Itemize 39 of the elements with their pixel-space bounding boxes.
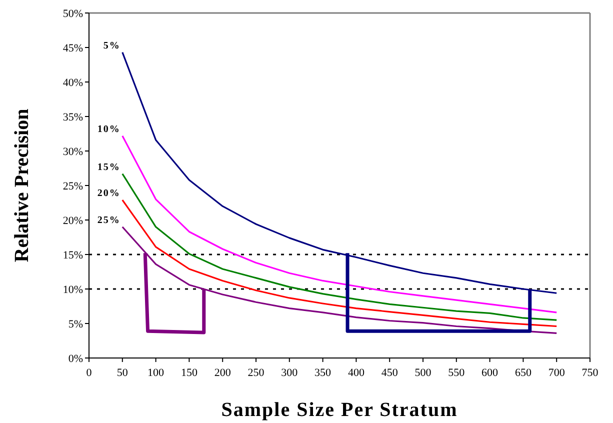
series-label: 15% [97, 162, 120, 173]
x-tick-label: 350 [314, 367, 332, 379]
x-tick-label: 0 [86, 367, 92, 379]
x-tick-label: 300 [281, 367, 298, 379]
x-tick-label: 550 [448, 367, 466, 379]
y-tick-label: 30% [62, 146, 83, 158]
line-series [122, 52, 558, 294]
x-tick-label: 200 [214, 367, 232, 379]
series-label: 25% [97, 214, 120, 226]
y-tick-label: 20% [62, 215, 83, 227]
x-tick-label: 450 [381, 367, 398, 379]
line-series [122, 226, 558, 334]
line-series [122, 135, 558, 314]
y-tick-label: 0% [68, 353, 83, 365]
y-tick-label: 5% [68, 318, 83, 330]
y-tick-label: 10% [62, 284, 83, 296]
series-label: 5% [103, 40, 120, 52]
x-tick-label: 400 [348, 367, 365, 379]
x-tick-label: 650 [514, 367, 532, 379]
y-tick-label: 50% [62, 8, 83, 20]
x-tick-label: 50 [116, 367, 128, 379]
y-axis-title: Relative Precision [11, 108, 33, 262]
y-tick-label: 25% [62, 180, 83, 192]
y-tick-label: 35% [62, 112, 83, 124]
y-tick-label: 40% [62, 77, 83, 89]
line-series [122, 172, 558, 321]
y-tick-label: 45% [62, 42, 83, 54]
series-label: 10% [97, 124, 120, 135]
y-tick-label: 15% [62, 250, 83, 262]
x-tick-label: 100 [148, 367, 165, 379]
x-tick-label: 750 [582, 367, 599, 379]
x-axis-title: Sample Size Per Stratum [221, 399, 458, 421]
series-label: 20% [97, 188, 120, 199]
x-tick-label: 500 [414, 367, 432, 379]
x-tick-label: 700 [548, 367, 566, 379]
x-tick-label: 150 [180, 367, 198, 379]
line-series [122, 199, 558, 328]
x-tick-label: 600 [482, 367, 499, 379]
x-tick-label: 250 [248, 367, 265, 379]
